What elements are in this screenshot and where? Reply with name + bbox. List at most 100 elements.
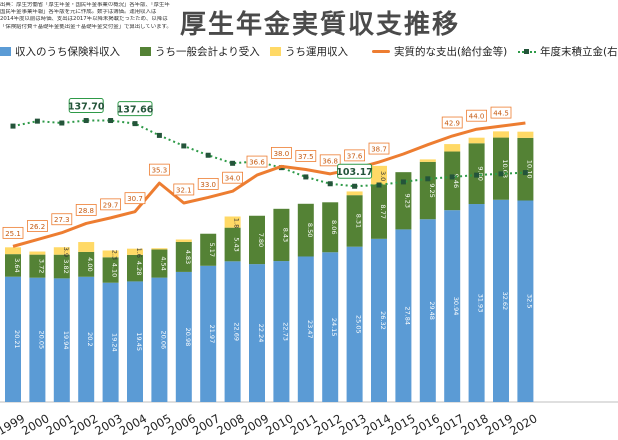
legend-swatch (270, 47, 281, 56)
note-line: 出典：厚生労働省「厚生年金・国民年金事業の概況」各年版、「厚生年金・ (0, 2, 170, 8)
note-line: 「保険給付費＋基礎年金拠出金＋基礎年金交付金」で算出しています。 (0, 23, 170, 30)
data-label-general-account: 4.28 (135, 261, 143, 275)
data-label-expenditure: 44.0 (469, 113, 485, 121)
data-label-premium: 19.94 (62, 331, 70, 350)
data-label-expenditure: 42.9 (444, 120, 460, 128)
bar-premium (127, 281, 143, 402)
data-label-general-account: 9.80 (477, 166, 485, 180)
legend-swatch (140, 47, 151, 56)
bar-premium (175, 271, 192, 402)
legend-swatch (518, 48, 536, 54)
data-label-premium: 26.32 (379, 311, 387, 330)
data-label-premium: 20.2 (86, 332, 94, 346)
bar-premium (517, 200, 534, 402)
marker-reserve (303, 174, 309, 180)
bar-premium (371, 238, 387, 402)
data-label-box-expenditure (246, 155, 268, 168)
bar-general-account (493, 137, 509, 200)
data-label-general-account: 3.72 (37, 259, 45, 273)
bar-general-account (419, 161, 436, 220)
data-label-general-account: 9.23 (403, 194, 411, 208)
annotation-reserve: 137.70 (68, 102, 105, 113)
data-label-general-account: 9.46 (452, 174, 460, 188)
marker-reserve (156, 132, 162, 138)
x-tick-label: 2020 (507, 411, 539, 438)
data-label-general-account: 8.31 (355, 214, 363, 228)
bar-general-account (444, 151, 461, 211)
data-label-premium: 32.5 (525, 294, 533, 308)
data-label-box-expenditure (26, 220, 48, 232)
bar-general-account (102, 257, 119, 283)
data-label-general-account: 8.43 (281, 228, 289, 242)
legend-item-investment: うち運用収入 (270, 44, 348, 59)
bar-premium (249, 264, 265, 402)
data-label-box-expenditure (2, 226, 24, 239)
bar-investment (419, 159, 436, 162)
data-label-box-expenditure (173, 183, 195, 196)
data-label-premium: 20.06 (159, 331, 167, 350)
bar-premium (102, 282, 119, 402)
data-label-expenditure: 25.1 (5, 230, 21, 238)
bar-premium (78, 276, 95, 402)
data-label-expenditure: 38.0 (274, 150, 290, 158)
bar-general-account (78, 251, 95, 277)
data-label-expenditure: 44.5 (493, 110, 509, 118)
data-label-premium: 22.24 (257, 324, 265, 343)
bar-premium (273, 261, 290, 402)
bar-premium (419, 219, 436, 402)
marker-reserve (181, 143, 187, 149)
marker-reserve (327, 181, 333, 187)
bar-premium (224, 261, 241, 402)
marker-reserve (376, 182, 382, 188)
data-label-general-account: 8.77 (379, 204, 387, 218)
bar-investment (5, 247, 21, 255)
data-label-general-account: 5.43 (233, 237, 241, 251)
bar-premium (493, 199, 509, 402)
bar-general-account (29, 254, 46, 278)
series-line-expenditure (12, 121, 526, 248)
data-label-general-account: 8.06 (330, 220, 338, 234)
data-label-investment: 1.6 (135, 248, 143, 258)
data-label-expenditure: 34.0 (225, 175, 241, 183)
data-label-investment: 3.0 (379, 171, 387, 181)
bar-general-account (200, 233, 217, 266)
data-label-premium: 24.15 (330, 318, 338, 337)
marker-reserve (449, 174, 455, 180)
marker-reserve (59, 120, 65, 126)
data-label-box-expenditure (490, 106, 512, 119)
data-label-premium: 22.73 (281, 322, 289, 341)
data-label-box-expenditure (51, 213, 73, 226)
bar-general-account (371, 184, 387, 239)
data-label-expenditure: 36.8 (322, 157, 338, 165)
data-label-general-account: 4.83 (184, 250, 192, 264)
legend-label: うち運用収入 (285, 46, 348, 58)
bar-investment (517, 131, 534, 138)
marker-reserve (83, 118, 89, 124)
bar-premium (200, 265, 217, 402)
data-label-general-account: 4.54 (159, 256, 167, 270)
legend-item-general-account: うち一般会計より受入 (140, 44, 260, 59)
legend-item-expenditure: 実質的な支出(給付金等) (372, 44, 507, 59)
bar-general-account (127, 254, 143, 282)
data-label-premium: 20.98 (184, 328, 192, 347)
data-label-premium: 27.84 (403, 306, 411, 325)
bar-investment (468, 137, 485, 144)
data-label-box-expenditure (100, 198, 121, 211)
bar-general-account (297, 203, 314, 257)
chart-title: 厚生年金実質収支推移 (180, 10, 461, 40)
data-label-general-account: 4.00 (86, 257, 94, 271)
legend-swatch (372, 50, 390, 53)
marker-reserve (230, 160, 236, 166)
data-label-box-expenditure (75, 204, 97, 216)
bar-investment (151, 248, 168, 250)
data-label-premium: 32.62 (501, 292, 509, 311)
marker-reserve (10, 123, 16, 129)
bar-premium (5, 276, 21, 402)
bar-investment (444, 144, 461, 152)
data-label-premium: 21.97 (208, 325, 216, 344)
bar-investment (53, 247, 70, 255)
bar-investment (127, 248, 143, 255)
data-label-general-account: 7.80 (257, 233, 265, 247)
data-label-expenditure: 36.6 (249, 159, 265, 167)
